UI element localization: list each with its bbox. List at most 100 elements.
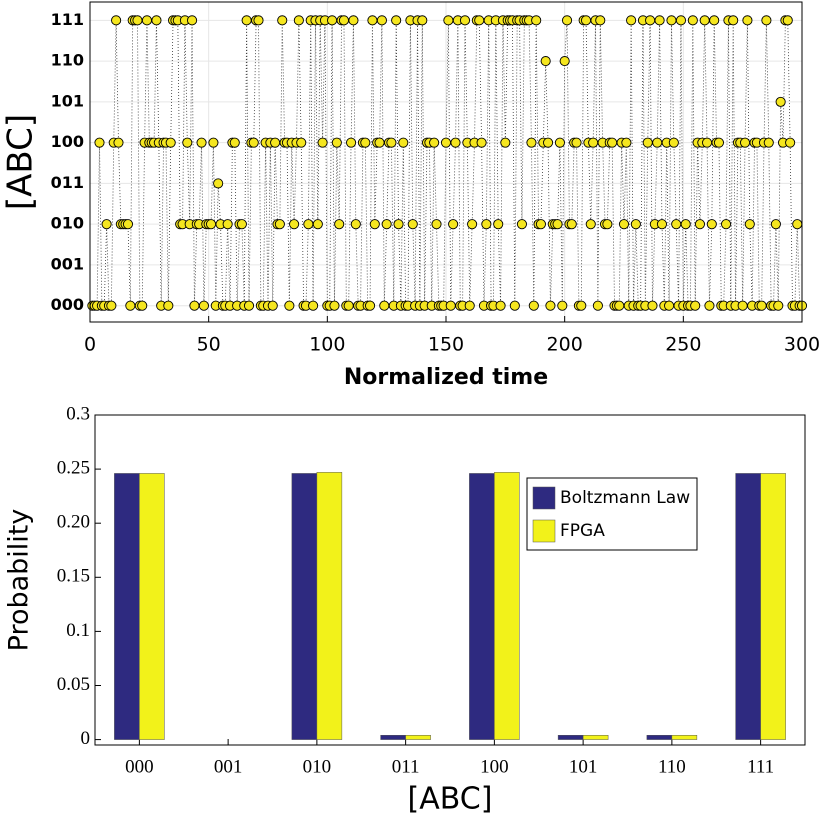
data-point — [350, 219, 361, 230]
x-tick-label: 111 — [747, 756, 774, 777]
data-point — [654, 15, 665, 26]
plot-frame — [94, 414, 806, 746]
y-tick-label: 0.3 — [66, 403, 90, 424]
data-point — [742, 15, 753, 26]
data-point — [113, 137, 124, 148]
bar — [139, 473, 165, 740]
x-tick-label: 101 — [569, 756, 598, 777]
legend-box — [526, 477, 698, 551]
data-point — [690, 300, 701, 311]
data-point — [652, 137, 663, 148]
data-point — [308, 300, 319, 311]
data-point — [680, 219, 691, 230]
bar — [114, 473, 140, 740]
data-point — [706, 219, 717, 230]
x-tick-label: 100 — [309, 334, 345, 356]
x-axis-label: [ABC] — [408, 782, 493, 817]
data-point — [270, 137, 281, 148]
data-point — [782, 15, 793, 26]
data-point — [137, 300, 148, 311]
data-point — [122, 219, 134, 230]
data-point — [208, 137, 219, 148]
data-point — [474, 15, 485, 26]
data-point — [141, 15, 153, 26]
y-tick-label: 001 — [51, 254, 84, 273]
data-point — [775, 96, 786, 107]
x-tick-label: 50 — [197, 334, 221, 356]
data-point — [459, 15, 471, 26]
data-point — [296, 137, 307, 148]
data-point — [770, 219, 781, 230]
data-point — [694, 219, 705, 230]
data-point — [756, 300, 767, 311]
data-point — [763, 137, 774, 148]
data-point — [559, 56, 570, 67]
data-point — [331, 137, 342, 148]
data-point — [379, 300, 390, 311]
y-tick-label: 0.20 — [57, 512, 90, 533]
data-point — [464, 300, 475, 311]
trace-line — [92, 19, 802, 307]
x-tick-label: 110 — [658, 756, 686, 777]
data-point — [535, 219, 546, 230]
data-point — [566, 219, 577, 230]
data-point — [386, 137, 397, 148]
data-point — [106, 300, 117, 311]
data-point — [132, 15, 143, 26]
y-tick-label: 011 — [51, 173, 84, 192]
x-tick-label: 011 — [392, 756, 420, 777]
y-tick-label: 0.25 — [57, 457, 90, 478]
data-point — [571, 137, 582, 148]
data-point — [348, 15, 359, 26]
data-point — [580, 15, 592, 26]
data-point — [284, 300, 295, 311]
x-tick-label: 010 — [303, 756, 332, 777]
bar — [380, 735, 406, 740]
data-point — [588, 137, 599, 148]
data-point — [675, 15, 687, 26]
data-point — [728, 15, 739, 26]
data-point — [429, 137, 440, 148]
plot-area — [95, 415, 805, 745]
data-point — [467, 219, 478, 230]
y-axis-label: Probability — [4, 509, 35, 652]
data-point — [645, 15, 656, 26]
data-point — [338, 15, 349, 26]
data-point — [94, 137, 105, 148]
data-point — [785, 137, 796, 148]
y-tick-label: 000 — [51, 295, 84, 314]
data-point — [407, 219, 418, 230]
bar — [494, 472, 520, 740]
data-point — [187, 15, 198, 26]
data-point — [500, 137, 511, 148]
legend-swatch — [532, 486, 556, 510]
data-point — [317, 137, 328, 148]
data-point — [101, 219, 112, 230]
x-tick-label: 300 — [784, 334, 820, 356]
data-point — [198, 300, 209, 311]
data-point — [182, 137, 193, 148]
x-tick-label: 000 — [125, 756, 154, 777]
data-point — [540, 56, 551, 67]
bar — [760, 473, 786, 740]
bar — [405, 735, 431, 740]
bar — [582, 735, 609, 740]
data-point — [552, 219, 563, 230]
data-point — [554, 137, 565, 148]
x-tick-label: 100 — [480, 756, 509, 777]
y-tick-label: 101 — [51, 91, 84, 110]
data-point — [163, 300, 174, 311]
bar — [557, 735, 584, 740]
data-point — [327, 15, 338, 26]
data-point — [528, 300, 539, 311]
y-tick-label: 111 — [51, 10, 84, 29]
data-point — [367, 15, 378, 26]
data-point — [369, 219, 380, 230]
data-point — [699, 15, 710, 26]
data-point — [656, 219, 668, 230]
y-axis-label: [ABC] — [1, 114, 41, 210]
data-point — [376, 15, 387, 26]
data-point — [666, 15, 677, 26]
